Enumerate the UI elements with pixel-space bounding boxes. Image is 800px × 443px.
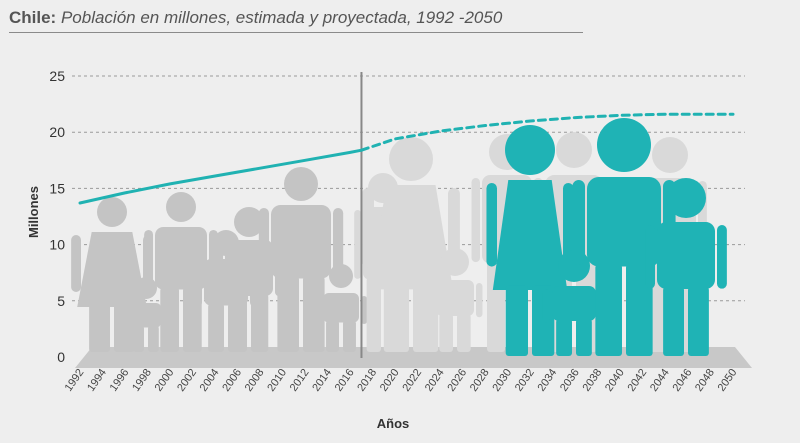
x-tick-label: 2012 — [288, 367, 312, 394]
x-tick-label: 2034 — [535, 367, 559, 394]
x-tick-label: 2040 — [603, 367, 627, 394]
x-tick-label: 2048 — [693, 367, 717, 394]
x-tick-label: 2044 — [648, 367, 672, 394]
x-tick-label: 1992 — [63, 367, 87, 394]
x-tick-label: 1996 — [108, 367, 132, 394]
x-tick-label: 2006 — [220, 367, 244, 394]
person-silhouette — [362, 137, 460, 352]
x-tick-label: 2024 — [423, 367, 447, 394]
x-tick-label: 2050 — [716, 367, 740, 394]
person-silhouette — [572, 118, 676, 356]
x-tick-label: 2020 — [378, 367, 402, 394]
projected-line — [360, 112, 735, 152]
x-tick-label: 2038 — [580, 367, 604, 394]
title-country: Chile: — [9, 8, 57, 27]
x-tick-label: 2000 — [153, 367, 177, 394]
y-tick-label: 20 — [49, 124, 65, 140]
x-tick-label: 2018 — [355, 367, 379, 394]
x-tick-label: 2016 — [333, 367, 357, 394]
x-tick-label: 1994 — [85, 367, 109, 394]
x-tick-label: 2008 — [243, 367, 267, 394]
x-axis-label: Años — [377, 416, 410, 431]
chart-title: Chile: Población en millones, estimada y… — [9, 8, 583, 33]
x-tick-label: 2014 — [310, 367, 334, 394]
x-tick-label: 2002 — [175, 367, 199, 394]
x-tick-label: 2032 — [513, 367, 537, 394]
x-tick-label: 2028 — [468, 367, 492, 394]
estimated-line — [78, 148, 363, 205]
y-axis-label: Millones — [26, 186, 41, 238]
y-tick-label: 0 — [57, 349, 65, 365]
y-tick-label: 15 — [49, 180, 65, 196]
people-silhouettes — [71, 118, 727, 356]
x-tick-label: 2010 — [265, 367, 289, 394]
x-tick-label: 2042 — [626, 367, 650, 394]
x-tick-label: 2026 — [445, 367, 469, 394]
x-tick-label: 2046 — [671, 367, 695, 394]
y-axis-ticks: 0 5 10 15 20 25 — [49, 68, 65, 365]
x-tick-label: 1998 — [130, 367, 154, 394]
x-tick-label: 2030 — [490, 367, 514, 394]
title-text: Población en millones, estimada y proyec… — [56, 8, 503, 27]
person-silhouette — [258, 167, 344, 352]
person-silhouette — [645, 178, 727, 356]
x-axis-ticks: 1992199419961998200020022004200620082010… — [63, 367, 740, 394]
person-silhouette — [314, 264, 368, 352]
y-tick-label: 25 — [49, 68, 65, 84]
person-silhouette — [427, 248, 483, 352]
y-tick-label: 5 — [57, 293, 65, 309]
population-lines — [78, 112, 735, 205]
x-tick-label: 2022 — [400, 367, 424, 394]
y-tick-label: 10 — [49, 237, 65, 253]
x-tick-label: 2004 — [198, 367, 222, 394]
x-tick-label: 2036 — [558, 367, 582, 394]
